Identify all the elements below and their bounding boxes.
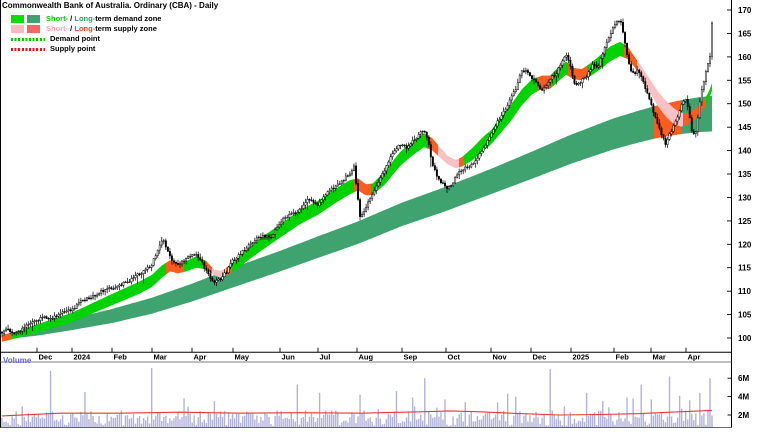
band-segment-p [438, 145, 459, 168]
month-tick-label: Feb [114, 353, 128, 362]
month-tick-label: Dec [39, 353, 53, 362]
legend-supply-zone: Short- / Long-term supply zone [11, 24, 161, 34]
legend-short-demand-label: Short- [46, 14, 69, 23]
price-tick-label: 160 [738, 53, 752, 62]
band-segment-g [371, 133, 428, 195]
long-supply-swatch [27, 25, 40, 34]
band-segment-s [2, 106, 654, 340]
month-tick-label: Aug [359, 353, 374, 362]
month-tick-label: Mar [154, 353, 167, 362]
legend-demand-point-label: Demand point [50, 34, 100, 43]
band-segment-o [459, 155, 464, 168]
month-tick-label: 2024 [74, 353, 92, 362]
price-tick-label: 120 [738, 240, 752, 249]
short-supply-swatch [11, 25, 24, 34]
month-tick-label: Nov [493, 353, 508, 362]
legend-sep: / [68, 24, 75, 33]
price-tick-label: 125 [738, 217, 752, 226]
price-tick-label: 140 [738, 147, 752, 156]
band-segment-o [428, 135, 438, 156]
month-tick-label: Feb [616, 353, 630, 362]
band-segment-g [706, 83, 712, 106]
band-segment-p [637, 60, 683, 127]
month-tick-label: Dec [533, 353, 547, 362]
legend-supply-rest: term supply zone [95, 24, 157, 33]
month-tick-label: Mar [653, 353, 666, 362]
price-tick-label: 165 [738, 29, 752, 38]
price-tick-label: 130 [738, 193, 752, 202]
legend-short-supply-label: Short- [46, 24, 69, 33]
legend-long-demand-label: Long- [74, 14, 96, 23]
band-segment-g [184, 256, 206, 272]
volume-average-line [1, 409, 713, 417]
volume-tick-label: 6M [738, 374, 749, 383]
month-tick-label: Jun [282, 353, 296, 362]
band-segment-g [464, 77, 538, 166]
legend-long-supply-label: Long- [74, 24, 96, 33]
legend-sep: / [68, 14, 75, 23]
price-tick-label: 115 [738, 264, 751, 273]
legend-demand-point: Demand point [11, 34, 161, 44]
month-tick-label: May [235, 353, 250, 362]
volume-tick-label: 2M [738, 411, 749, 420]
price-tick-label: 170 [738, 6, 752, 15]
price-tick-label: 105 [738, 311, 752, 320]
band-segment-o [2, 332, 12, 342]
price-tick-label: 150 [738, 100, 752, 109]
volume-tick-label: 4M [738, 393, 749, 402]
chart-title: Commonwealth Bank of Australia. Ordinary… [2, 1, 219, 10]
month-tick-label: Oct [448, 353, 461, 362]
short-demand-swatch [11, 15, 24, 24]
legend-supply-point: Supply point [11, 44, 161, 54]
price-tick-label: 110 [738, 287, 751, 296]
month-tick-label: 2025 [573, 353, 590, 362]
legend-supply-point-label: Supply point [50, 44, 96, 53]
demand-point-dotted-line-icon [11, 37, 45, 41]
price-tick-label: 135 [738, 170, 752, 179]
price-tick-label: 155 [738, 76, 752, 85]
price-tick-label: 145 [738, 123, 752, 132]
legend: Short- / Long-term demand zone Short- / … [11, 14, 161, 54]
month-tick-label: Apr [688, 353, 701, 362]
volume-pane-label: Volume [3, 356, 32, 365]
month-tick-label: Jul [320, 353, 331, 362]
price-tick-label: 100 [738, 334, 752, 343]
month-tick-label: Sep [404, 353, 418, 362]
supply-point-dotted-line-icon [11, 47, 45, 51]
band-segment-g [587, 41, 624, 78]
month-tick-label: Apr [194, 353, 207, 362]
legend-demand-rest: term demand zone [95, 14, 162, 23]
legend-demand-zone: Short- / Long-term demand zone [11, 14, 161, 24]
long-demand-swatch [27, 15, 40, 24]
